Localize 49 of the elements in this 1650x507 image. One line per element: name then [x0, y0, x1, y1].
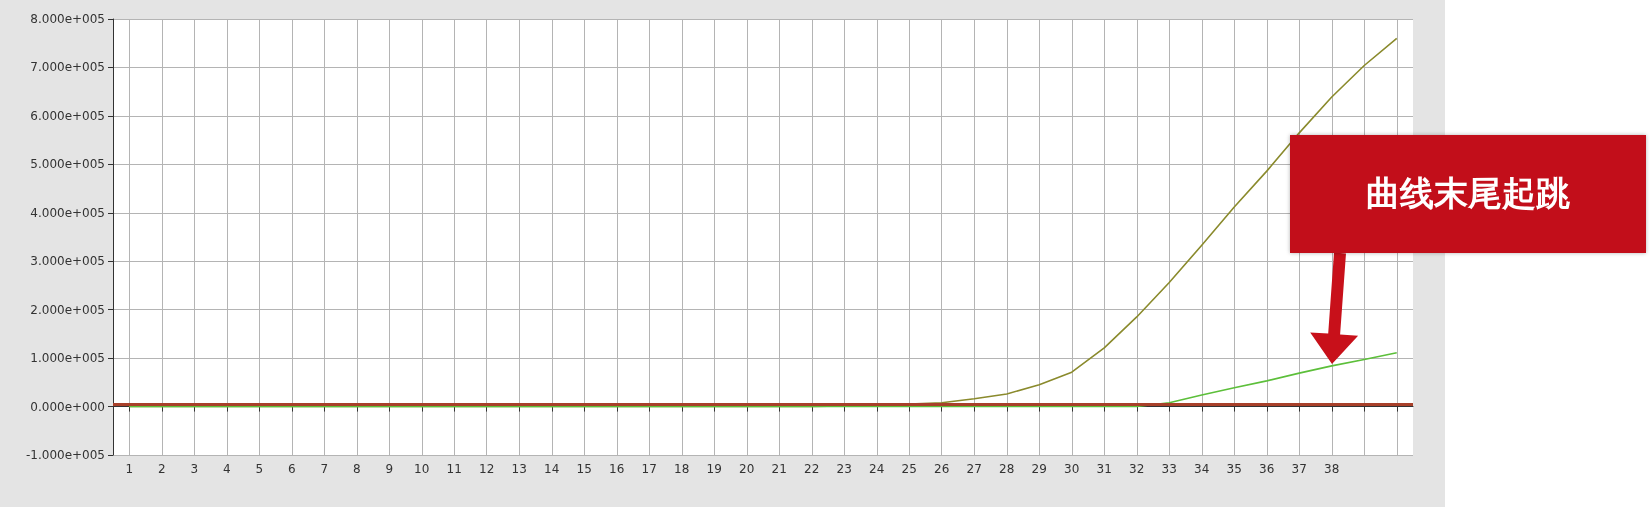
- x-tick-label: 6: [287, 462, 296, 476]
- x-tick-label: 21: [771, 462, 787, 476]
- y-tick-label: 4.000e+005: [30, 205, 105, 220]
- y-tick-label: -1.000e+005: [25, 448, 105, 462]
- x-tick-label: 14: [544, 462, 560, 476]
- x-tick-label: 11: [446, 462, 462, 476]
- x-tick-label: 7: [320, 462, 329, 476]
- y-tick-label: 8.000e+005: [30, 12, 105, 26]
- x-tick-label: 12: [479, 462, 495, 476]
- x-tick-label: 4: [222, 462, 231, 476]
- x-tick-label: 35: [1226, 462, 1242, 476]
- y-tick-label: 1.000e+005: [30, 351, 105, 366]
- x-tick-label: 38: [1324, 462, 1340, 476]
- x-tick-label: 37: [1291, 462, 1307, 476]
- y-tick-label: 7.000e+005: [30, 60, 105, 75]
- x-tick-label: 19: [706, 462, 722, 476]
- x-tick-label: 5: [255, 462, 264, 476]
- callout-box: 曲线末尾起跳: [1290, 135, 1646, 253]
- x-tick-label: 10: [414, 462, 430, 476]
- x-tick-label: 31: [1096, 462, 1112, 476]
- x-tick-label: 17: [641, 462, 657, 476]
- x-tick-label: 26: [934, 462, 950, 476]
- x-tick-label: 33: [1161, 462, 1177, 476]
- x-tick-label: 32: [1129, 462, 1145, 476]
- x-tick-label: 9: [385, 462, 394, 476]
- x-tick-label: 1: [125, 462, 134, 476]
- y-tick-label: 3.000e+005: [30, 254, 105, 269]
- x-tick-label: 29: [1031, 462, 1047, 476]
- x-tick-label: 34: [1194, 462, 1210, 476]
- x-tick-label: 22: [804, 462, 820, 476]
- x-tick-label: 28: [999, 462, 1015, 476]
- x-tick-label: 23: [836, 462, 852, 476]
- x-tick-label: 15: [576, 462, 592, 476]
- y-tick-label: 5.000e+005: [30, 157, 105, 172]
- x-tick-label: 27: [966, 462, 982, 476]
- x-tick-label: 13: [511, 462, 527, 476]
- x-tick-label: 18: [674, 462, 690, 476]
- x-tick-label: 8: [352, 462, 361, 476]
- x-tick-label: 24: [869, 462, 885, 476]
- y-tick-label: 0.000e+000: [30, 399, 105, 414]
- y-tick-label: 6.000e+005: [30, 108, 105, 123]
- x-tick-label: 25: [901, 462, 917, 476]
- x-tick-label: 2: [157, 462, 166, 476]
- x-tick-label: 20: [739, 462, 755, 476]
- y-tick-label: 2.000e+005: [30, 302, 105, 317]
- x-tick-label: 3: [190, 462, 199, 476]
- x-tick-label: 16: [609, 462, 625, 476]
- x-tick-label: 36: [1259, 462, 1275, 476]
- x-tick-label: 30: [1064, 462, 1080, 476]
